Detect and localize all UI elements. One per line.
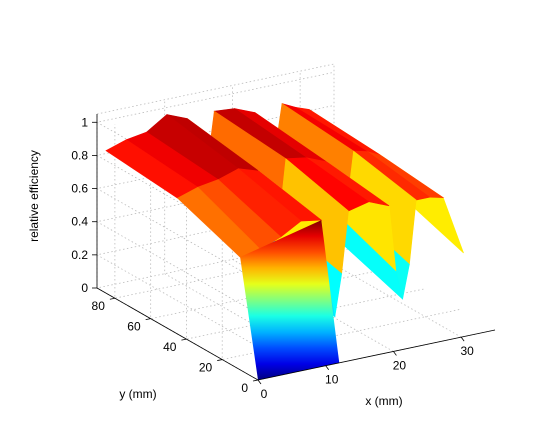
y-tick	[252, 379, 259, 382]
x-tick	[460, 336, 465, 342]
y-tick-label: 20	[199, 361, 213, 375]
y-axis-line	[96, 287, 259, 381]
z-axis-label: relative efficiency	[27, 150, 41, 242]
x-tick	[325, 365, 330, 370]
y-tick-label: 60	[127, 320, 141, 334]
y-tick	[145, 318, 151, 321]
x-tick-label: 0	[261, 387, 268, 401]
gridline-y	[186, 165, 424, 340]
y-tick-label: 80	[92, 299, 106, 313]
gridline-y	[221, 185, 460, 361]
y-tick-label: 0	[241, 381, 248, 395]
x-tick	[257, 379, 262, 385]
z-tick-label: 0.2	[71, 248, 88, 262]
x-axis-label: x (mm)	[365, 394, 402, 408]
x-tick-label: 30	[460, 344, 474, 358]
y-tick	[109, 297, 115, 300]
y-tick	[181, 338, 187, 341]
z-tick-label: 0	[81, 281, 88, 295]
z-tick-label: 1	[81, 115, 88, 129]
z-tick-label: 0.4	[71, 215, 88, 229]
surface-layer	[105, 102, 464, 380]
y-axis-label: y (mm)	[119, 387, 156, 401]
y-tick-label: 40	[163, 340, 177, 354]
surface-front-face	[240, 220, 340, 380]
axes-layer: 0 10 20 30 0 20 40 60 80 0 0.2 0.4 0.6 0.8 1	[71, 114, 496, 401]
z-tick-label: 0.8	[71, 148, 88, 162]
x-axis-line	[257, 329, 496, 381]
x-tick-label: 10	[325, 373, 339, 387]
y-tick	[217, 359, 223, 361]
x-tick	[393, 351, 397, 356]
x-tick-label: 20	[393, 358, 407, 372]
z-tick-label: 0.6	[71, 182, 88, 196]
gridline-box	[96, 63, 335, 238]
labels-layer: relative efficiency x (mm) y (mm)	[27, 150, 403, 408]
